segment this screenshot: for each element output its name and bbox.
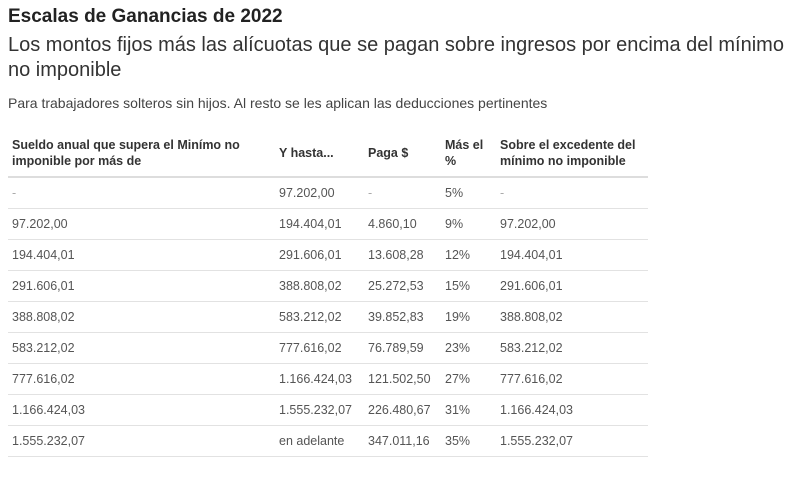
table-cell: 1.555.232,07 — [275, 394, 364, 426]
table-cell: 39.852,83 — [364, 301, 441, 333]
table-cell: 35% — [441, 425, 496, 457]
table-cell: 777.616,02 — [8, 363, 275, 395]
table-cell: 347.011,16 — [364, 425, 441, 457]
table-cell: 583.212,02 — [275, 301, 364, 333]
table-cell: 25.272,53 — [364, 270, 441, 302]
table-row: -97.202,00-5% - — [8, 177, 648, 209]
table-cell: 9% — [441, 208, 496, 240]
table-cell: - — [8, 177, 275, 209]
table-row: 97.202,00 194.404,01 4.860,10 9% 97.202,00 — [8, 208, 648, 240]
table-cell: 1.166.424,03 — [8, 394, 275, 426]
table-cell: 15% — [441, 270, 496, 302]
table-cell: 1.555.232,07 — [8, 425, 275, 457]
table-row: 1.555.232,07 en adelante 347.011,16 35% 1.55… — [8, 425, 648, 457]
table-cell: 121.502,50 — [364, 363, 441, 395]
table-row: 583.212,02 777.616,02 76.789,59 23% 583.212,… — [8, 332, 648, 364]
table-cell: 194.404,01 — [275, 208, 364, 240]
table-cell: 583.212,02 — [496, 332, 648, 364]
table-cell: 13.608,28 — [364, 239, 441, 271]
table-cell: 291.606,01 — [8, 270, 275, 302]
table-cell: 388.808,02 — [8, 301, 275, 333]
table-cell: 12% — [441, 239, 496, 271]
column-header: Sobre el excedente del mínimo no imponib… — [496, 132, 648, 178]
table-cell: 1.555.232,07 — [496, 425, 648, 457]
table-header-row: Sueldo anual que supera el Minímo no imp… — [8, 132, 648, 178]
table-cell: 4.860,10 — [364, 208, 441, 240]
table-cell: 291.606,01 — [275, 239, 364, 271]
table-cell: 194.404,01 — [8, 239, 275, 271]
table-cell: 23% — [441, 332, 496, 364]
table-cell: 226.480,67 — [364, 394, 441, 426]
table-cell: 583.212,02 — [8, 332, 275, 364]
table-cell: 76.789,59 — [364, 332, 441, 364]
chart-title: Escalas de Ganancias de 2022 — [8, 6, 283, 27]
table-cell: 97.202,00 — [275, 177, 364, 209]
table-row: 194.404,01 291.606,01 13.608,28 12% 194.404,… — [8, 239, 648, 271]
table-cell: - — [364, 177, 441, 209]
table-cell: 388.808,02 — [496, 301, 648, 333]
chart-description: Para trabajadores solteros sin hijos. Al… — [8, 95, 548, 111]
chart-subtitle: Los montos fijos más las alícuotas que s… — [8, 34, 784, 81]
table-row: 1.166.424,03 1.555.232,07 226.480,67 31% 1.1… — [8, 394, 648, 426]
table-cell: 19% — [441, 301, 496, 333]
table-cell: 97.202,00 — [496, 208, 648, 240]
table-row: 777.616,02 1.166.424,03 121.502,50 27% 777.6… — [8, 363, 648, 395]
table-cell: en adelante — [275, 425, 364, 457]
table-cell: 777.616,02 — [275, 332, 364, 364]
table-cell: 97.202,00 — [8, 208, 275, 240]
table-cell: 31% — [441, 394, 496, 426]
tax-brackets-table: Sueldo anual que supera el Minímo no imp… — [8, 132, 648, 457]
table-row: 388.808,02 583.212,02 39.852,83 19% 388.808,… — [8, 301, 648, 333]
column-header: Paga $ — [364, 132, 441, 178]
column-header: Y hasta... — [275, 132, 364, 178]
table-cell: 194.404,01 — [496, 239, 648, 271]
column-header: Más el % — [441, 132, 496, 178]
table-cell: 388.808,02 — [275, 270, 364, 302]
table-row: 291.606,01 388.808,02 25.272,53 15% 291.606,… — [8, 270, 648, 302]
table-cell: 1.166.424,03 — [275, 363, 364, 395]
column-header: Sueldo anual que supera el Minímo no imp… — [8, 132, 275, 178]
table-cell: - — [496, 177, 648, 209]
table-cell: 291.606,01 — [496, 270, 648, 302]
table-cell: 5% — [441, 177, 496, 209]
table-cell: 27% — [441, 363, 496, 395]
table-cell: 777.616,02 — [496, 363, 648, 395]
table-cell: 1.166.424,03 — [496, 394, 648, 426]
